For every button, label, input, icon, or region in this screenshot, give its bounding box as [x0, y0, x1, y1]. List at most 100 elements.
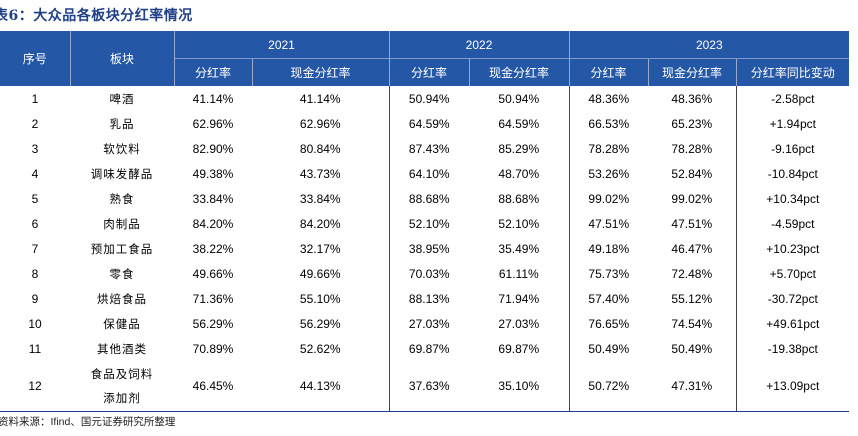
cell-no: 8 [31, 266, 39, 281]
header-cash-payout-2021: 现金分红率 [251, 58, 390, 86]
cell-cash-payout-2023: 55.12% [671, 291, 713, 306]
cell-payout-2023: 57.40% [568, 286, 649, 311]
cell-cash-payout-2023: 47.31% [648, 361, 737, 412]
cell-cash-payout-2022: 88.68% [498, 191, 540, 206]
cell-sector: 肉制品 [103, 216, 141, 231]
header-year-2023: 2023 [568, 31, 850, 59]
cell-payout-2023: 50.72% [568, 361, 649, 412]
dividend-table: 序号 板块 2021 2022 2023 分红率 现金分红率 分红率 现金分红率… [0, 31, 850, 412]
cell-payout-2021: 70.89% [192, 341, 234, 356]
cell-cash-payout-2023: 74.54% [671, 316, 713, 331]
cell-yoy: +10.34pct [735, 186, 850, 211]
cell-payout-2022: 88.13% [388, 286, 470, 311]
cell-cash-payout-2022: 35.49% [498, 241, 540, 256]
cell-cash-payout-2021: 41.14% [299, 91, 341, 106]
table-row: 11 其他酒类 70.89% 52.62% 69.87% 69.87% 50.49% 50.4… [0, 336, 850, 361]
table-row: 7 预加工食品 38.22% 32.17% 38.95% 35.49% 49.18% 46.4… [0, 236, 850, 261]
cell-no: 5 [31, 191, 39, 206]
cell-cash-payout-2023: 99.02% [671, 191, 713, 206]
cell-yoy: -10.84pct [735, 161, 850, 186]
cell-payout-2023: 66.53% [568, 111, 649, 136]
cell-payout-2023: 53.26% [568, 161, 649, 186]
source-note: 资料来源：Ifind、国元证券研究所整理 [0, 414, 175, 429]
cell-sector-line2: 添加剂 [103, 391, 141, 405]
table-row: 5 熟食 33.84% 33.84% 88.68% 88.68% 99.02% 99.02% +… [0, 186, 850, 211]
cell-cash-payout-2023: 48.36% [671, 91, 713, 106]
header-payout-2022: 分红率 [388, 58, 470, 86]
cell-sector: 预加工食品 [90, 241, 154, 256]
cell-no: 2 [31, 116, 39, 131]
header-year-2021: 2021 [173, 31, 390, 59]
table-row: 3 软饮料 82.90% 80.84% 87.43% 85.29% 78.28% 78.28%… [0, 136, 850, 161]
cell-payout-2021: 41.14% [192, 91, 234, 106]
cell-yoy: -19.38pct [735, 336, 850, 361]
cell-cash-payout-2021: 80.84% [299, 141, 341, 156]
cell-cash-payout-2023: 50.49% [671, 341, 713, 356]
cell-cash-payout-2022: 48.70% [498, 166, 540, 181]
cell-cash-payout-2022: 50.94% [498, 91, 540, 106]
cell-payout-2021: 84.20% [192, 216, 234, 231]
cell-yoy: +49.61pct [735, 311, 850, 336]
cell-payout-2022: 52.10% [388, 211, 470, 236]
table-row: 12 食品及饲料 添加剂 46.45% 44.13% 37.63% 35.10%… [0, 361, 850, 412]
cell-cash-payout-2022: 71.94% [498, 291, 540, 306]
cell-cash-payout-2022: 35.10% [469, 361, 570, 412]
cell-yoy: +5.70pct [735, 261, 850, 286]
cell-sector-line1: 食品及饲料 [90, 367, 154, 381]
cell-payout-2023: 47.51% [568, 211, 649, 236]
table-row: 1 啤酒 41.14% 41.14% 50.94% 50.94% 48.36% 48.36% -… [0, 86, 850, 111]
table-row: 9 烘焙食品 71.36% 55.10% 88.13% 71.94% 57.40% 55.12… [0, 286, 850, 311]
cell-sector: 零食 [109, 266, 135, 281]
header-payout-2021: 分红率 [173, 58, 252, 86]
cell-no: 11 [28, 341, 42, 356]
cell-payout-2022: 64.10% [388, 161, 470, 186]
header-year-2022: 2022 [388, 31, 570, 59]
cell-cash-payout-2022: 85.29% [498, 141, 540, 156]
cell-payout-2022: 50.94% [388, 86, 470, 111]
cell-no: 1 [31, 91, 39, 106]
cell-sector: 调味发酵品 [90, 166, 154, 181]
cell-sector: 熟食 [109, 191, 135, 206]
cell-sector: 啤酒 [109, 91, 135, 106]
cell-payout-2023: 76.65% [568, 311, 649, 336]
header-yoy-change: 分红率同比变动 [735, 58, 850, 86]
cell-cash-payout-2021: 55.10% [299, 291, 341, 306]
cell-sector: 烘焙食品 [97, 291, 147, 306]
cell-cash-payout-2021: 43.73% [299, 166, 341, 181]
cell-cash-payout-2021: 62.96% [299, 116, 341, 131]
cell-yoy: +1.94pct [735, 111, 850, 136]
table-row: 6 肉制品 84.20% 84.20% 52.10% 52.10% 47.51% 47.51%… [0, 211, 850, 236]
cell-no: 6 [31, 216, 39, 231]
cell-sector: 食品及饲料 添加剂 [70, 361, 174, 412]
cell-payout-2021: 56.29% [192, 316, 234, 331]
cell-cash-payout-2022: 61.11% [498, 266, 539, 281]
cell-payout-2023: 49.18% [568, 236, 649, 261]
cell-cash-payout-2021: 49.66% [299, 266, 341, 281]
cell-yoy: -4.59pct [735, 211, 850, 236]
cell-payout-2022: 38.95% [388, 236, 470, 261]
table-row: 4 调味发酵品 49.38% 43.73% 64.10% 48.70% 53.26% 52.8… [0, 161, 850, 186]
header-sector: 板块 [69, 31, 174, 86]
cell-yoy: -9.16pct [735, 136, 850, 161]
cell-no: 10 [28, 316, 42, 331]
cell-cash-payout-2023: 52.84% [671, 166, 713, 181]
cell-cash-payout-2021: 33.84% [299, 191, 341, 206]
cell-no: 3 [31, 141, 39, 156]
cell-sector: 保健品 [103, 316, 141, 331]
cell-payout-2021: 82.90% [192, 141, 234, 156]
cell-cash-payout-2023: 72.48% [671, 266, 713, 281]
cell-no: 12 [0, 361, 70, 412]
cell-payout-2023: 50.49% [568, 336, 649, 361]
cell-cash-payout-2022: 27.03% [498, 316, 540, 331]
cell-sector: 软饮料 [103, 141, 141, 156]
cell-cash-payout-2022: 52.10% [498, 216, 540, 231]
cell-sector: 乳品 [109, 116, 135, 131]
cell-payout-2021: 71.36% [192, 291, 234, 306]
source-prefix: 资料来源： [0, 416, 51, 428]
cell-payout-2022: 70.03% [388, 261, 470, 286]
cell-sector: 其他酒类 [97, 341, 147, 356]
cell-payout-2022: 64.59% [388, 111, 470, 136]
cell-cash-payout-2023: 46.47% [671, 241, 713, 256]
cell-yoy: -30.72pct [735, 286, 850, 311]
cell-no: 4 [31, 166, 39, 181]
